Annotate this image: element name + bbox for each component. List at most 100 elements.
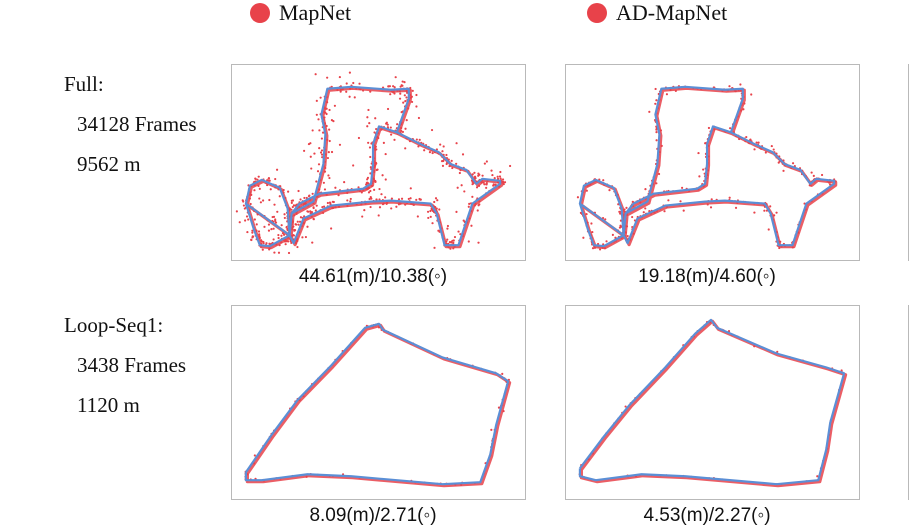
predicted-pose-point xyxy=(303,149,306,152)
predicted-pose-point xyxy=(679,200,682,203)
predicted-pose-point xyxy=(321,131,325,134)
predicted-pose-point xyxy=(728,127,732,130)
predicted-pose-point xyxy=(728,85,731,88)
predicted-pose-point xyxy=(377,214,380,217)
predicted-pose-point xyxy=(707,126,711,130)
predicted-pose-point xyxy=(277,251,281,254)
predicted-pose-point xyxy=(357,186,360,189)
predicted-pose-point xyxy=(455,210,458,213)
predicted-pose-point xyxy=(483,183,486,186)
predicted-pose-point xyxy=(665,93,669,96)
predicted-pose-point xyxy=(503,181,507,184)
predicted-pose-point xyxy=(369,205,372,209)
predicted-pose-point xyxy=(328,176,331,180)
predicted-pose-point xyxy=(767,228,770,231)
trajectory-marks xyxy=(578,318,848,488)
predicted-pose-point xyxy=(392,85,395,88)
predicted-pose-point xyxy=(367,108,370,112)
predicted-pose-point xyxy=(376,168,379,171)
predicted-pose-point xyxy=(644,207,647,210)
predicted-pose-point xyxy=(438,208,441,211)
predicted-pose-point xyxy=(315,204,318,207)
predicted-pose-point xyxy=(426,210,430,213)
predicted-pose-point xyxy=(591,230,594,234)
predicted-pose-point xyxy=(605,240,608,243)
predicted-pose-point xyxy=(330,150,334,154)
predicted-pose-point xyxy=(405,119,408,122)
predicted-pose-point xyxy=(386,123,389,126)
predicted-pose-point xyxy=(257,230,261,233)
predicted-pose-point xyxy=(415,198,418,201)
predicted-pose-point xyxy=(631,200,634,203)
predicted-pose-point xyxy=(290,241,293,244)
predicted-pose-point xyxy=(251,235,255,238)
predicted-pose-point xyxy=(330,227,333,230)
predicted-pose-point xyxy=(322,181,325,184)
predicted-pose-point xyxy=(472,182,475,185)
predicted-pose-point xyxy=(311,241,314,244)
predicted-pose-point xyxy=(287,240,290,243)
predicted-pose-point xyxy=(442,145,445,148)
predicted-pose-point xyxy=(277,236,280,240)
predicted-pose-point xyxy=(366,178,369,181)
predicted-pose-point xyxy=(388,85,392,88)
predicted-pose-point xyxy=(393,92,396,95)
predicted-pose-point xyxy=(772,148,775,151)
predicted-pose-point xyxy=(299,198,302,201)
predicted-pose-point xyxy=(328,139,331,143)
predicted-pose-point xyxy=(429,215,432,218)
predicted-pose-point xyxy=(608,189,611,192)
predicted-pose-point xyxy=(316,170,320,173)
predicted-pose-point xyxy=(631,215,634,219)
predicted-pose-point xyxy=(619,212,622,215)
predicted-pose-point xyxy=(274,219,277,222)
trajectory-plot-mapnet-loop-seq1 xyxy=(231,305,526,500)
predicted-pose-point xyxy=(317,163,321,166)
predicted-pose-point xyxy=(374,179,377,182)
predicted-pose-point xyxy=(657,172,661,176)
predicted-pose-point xyxy=(373,188,376,191)
predicted-pose-point xyxy=(399,85,402,88)
legend-item-ad-mapnet: AD-MapNet xyxy=(587,0,727,26)
predicted-pose-point xyxy=(436,199,439,202)
predicted-pose-point xyxy=(775,211,778,214)
predicted-pose-point xyxy=(256,178,259,181)
predicted-pose-point xyxy=(312,206,315,210)
predicted-pose-point xyxy=(728,196,731,199)
predicted-pose-point xyxy=(255,223,258,226)
predicted-pose-point xyxy=(367,141,370,144)
predicted-pose-point xyxy=(582,236,585,239)
predicted-pose-point xyxy=(791,162,795,165)
predicted-pose-point xyxy=(654,102,657,105)
predicted-pose-point xyxy=(485,186,488,189)
predicted-pose-point xyxy=(433,246,436,249)
predicted-pose-point xyxy=(476,209,479,212)
predicted-pose-point xyxy=(290,201,293,204)
predicted-pose-point xyxy=(328,128,331,131)
plot-svg xyxy=(244,322,512,488)
predicted-pose-point xyxy=(458,171,461,175)
predicted-pose-point xyxy=(333,104,336,107)
predicted-pose-point xyxy=(291,205,294,209)
predicted-pose-point xyxy=(427,216,430,220)
predicted-pose-point xyxy=(346,199,349,202)
predicted-pose-point xyxy=(501,178,505,181)
predicted-pose-point xyxy=(591,247,595,250)
predicted-pose-point xyxy=(309,210,312,213)
predicted-pose-point xyxy=(501,372,504,375)
ground-truth-trajectory xyxy=(244,85,502,248)
predicted-pose-point xyxy=(384,196,387,199)
predicted-pose-point xyxy=(304,235,307,239)
predicted-pose-point xyxy=(431,152,434,155)
predicted-pose-point xyxy=(401,130,405,134)
predicted-pose-point xyxy=(478,173,481,176)
predicted-pose-point xyxy=(820,173,824,177)
error-caption-mapnet-full: 44.61(m)/10.38(◦) xyxy=(298,266,448,287)
predicted-pose-point xyxy=(478,203,481,206)
predicted-pose-point xyxy=(321,206,324,209)
predicted-pose-point xyxy=(490,169,493,172)
predicted-pose-point xyxy=(430,128,434,132)
predicted-pose-point xyxy=(315,99,318,102)
predicted-pose-point xyxy=(418,138,421,141)
predicted-pose-point xyxy=(602,179,605,182)
